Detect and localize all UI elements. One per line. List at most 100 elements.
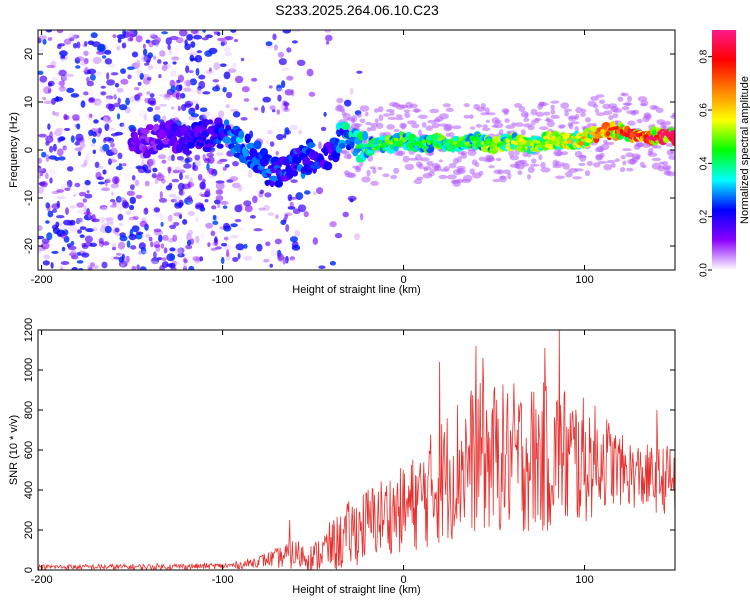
noise-speck <box>190 41 196 48</box>
noise-speck <box>110 142 115 148</box>
haze-speck <box>478 170 484 176</box>
noise-speck <box>356 70 363 74</box>
noise-speck <box>93 119 99 124</box>
noise-speck <box>100 206 109 212</box>
haze-speck <box>579 154 587 162</box>
noise-speck <box>46 30 52 33</box>
noise-speck <box>237 185 243 192</box>
noise-speck <box>114 82 120 88</box>
noise-speck <box>123 173 130 180</box>
noise-speck <box>192 165 199 172</box>
noise-speck <box>65 73 74 77</box>
noise-speck <box>282 30 292 34</box>
noise-speck <box>168 182 173 188</box>
haze-speck <box>393 128 400 133</box>
noise-speck <box>167 155 172 162</box>
ridge-core <box>548 140 554 145</box>
haze-speck <box>648 148 654 153</box>
noise-speck <box>135 231 144 235</box>
noise-speck <box>170 106 175 110</box>
noise-speck <box>180 159 184 163</box>
snr-xtick-label: 100 <box>575 574 593 586</box>
noise-speck <box>119 235 128 242</box>
noise-speck <box>96 176 105 181</box>
noise-speck <box>172 117 180 123</box>
noise-speck <box>219 226 224 230</box>
noise-speck <box>117 213 124 221</box>
noise-speck <box>92 149 97 154</box>
noise-speck <box>68 252 77 257</box>
noise-speck <box>186 34 194 41</box>
noise-speck <box>189 49 195 54</box>
haze-speck <box>612 113 619 119</box>
noise-speck <box>135 194 143 199</box>
noise-speck <box>101 261 108 269</box>
noise-speck <box>138 242 146 250</box>
haze-speck <box>469 126 476 130</box>
snr-xtick-label: 0 <box>400 574 406 586</box>
noise-speck <box>263 204 271 211</box>
haze-speck <box>599 152 605 158</box>
noise-speck <box>276 109 280 115</box>
noise-speck <box>73 194 77 197</box>
haze-speck <box>456 165 466 170</box>
noise-speck <box>149 93 155 98</box>
noise-speck <box>38 225 43 232</box>
haze-speck <box>412 108 422 113</box>
noise-speck <box>87 264 93 270</box>
noise-speck <box>64 187 71 191</box>
noise-speck <box>280 219 287 225</box>
noise-speck <box>178 252 182 256</box>
noise-speck <box>147 76 152 81</box>
haze-speck <box>550 109 556 115</box>
noise-speck <box>71 267 78 270</box>
noise-speck <box>198 74 206 80</box>
haze-speck <box>393 167 400 174</box>
noise-speck <box>277 94 282 102</box>
haze-speck <box>635 155 641 160</box>
noise-speck <box>62 145 68 151</box>
haze-speck <box>635 141 643 148</box>
noise-speck <box>224 36 234 41</box>
noise-speck <box>169 247 176 252</box>
noise-speck <box>83 50 89 56</box>
spectrogram-haze <box>335 92 675 187</box>
ridge-core <box>467 143 472 147</box>
noise-speck <box>84 193 93 199</box>
noise-speck <box>258 84 263 90</box>
noise-speck <box>172 169 180 174</box>
noise-speck <box>92 265 99 269</box>
noise-speck <box>286 75 294 81</box>
noise-speck <box>122 163 127 167</box>
haze-speck <box>538 154 543 161</box>
noise-speck <box>38 249 42 254</box>
noise-speck <box>173 212 182 217</box>
haze-speck <box>478 156 486 162</box>
noise-speck <box>110 255 115 261</box>
ridge-core <box>530 141 534 147</box>
noise-speck <box>159 103 168 107</box>
haze-speck <box>580 108 587 113</box>
noise-speck <box>72 114 80 121</box>
ridge-core <box>605 131 611 137</box>
spectrogram-ytick-label: -10 <box>23 190 35 206</box>
noise-speck <box>100 85 106 89</box>
noise-speck <box>135 35 143 43</box>
noise-speck <box>132 215 139 221</box>
ridge-core <box>575 135 582 139</box>
haze-speck <box>382 113 391 117</box>
noise-speck <box>165 37 172 45</box>
noise-speck <box>318 265 326 270</box>
noise-speck <box>102 117 109 125</box>
haze-speck <box>448 163 457 169</box>
noise-speck <box>58 136 66 141</box>
noise-speck <box>232 161 239 167</box>
noise-speck <box>163 61 168 65</box>
ridge-core <box>473 139 477 144</box>
noise-speck <box>285 255 289 264</box>
noise-speck <box>224 51 233 57</box>
noise-speck <box>74 141 80 146</box>
haze-speck <box>617 96 624 102</box>
noise-speck <box>134 86 140 91</box>
noise-speck <box>120 68 127 74</box>
